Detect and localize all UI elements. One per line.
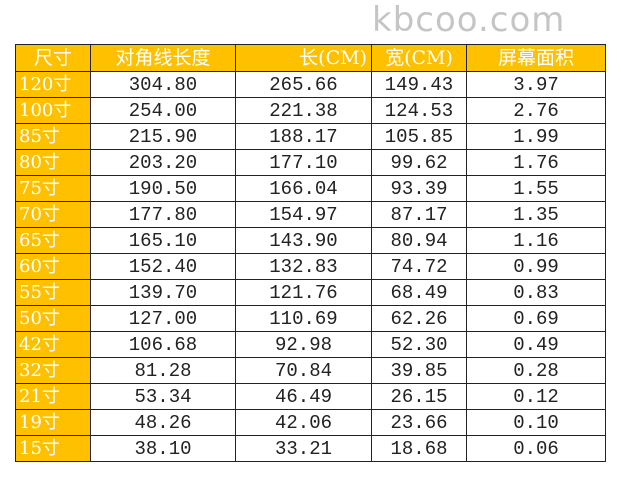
diagonal-cell: 203.20 [90,149,236,176]
size-cell: 65寸 [15,227,91,254]
header-width: 宽(CM) [371,44,467,72]
area-cell: 0.06 [466,435,606,462]
diagonal-cell: 127.00 [90,305,236,332]
diagonal-cell: 304.80 [90,71,236,98]
width-cell: 23.66 [371,409,467,436]
table-row: 120寸 304.80 265.66 149.43 3.97 [15,71,606,98]
area-cell: 1.16 [466,227,606,254]
length-cell: 166.04 [235,175,372,202]
area-cell: 1.35 [466,201,606,228]
table-row: 19寸 48.26 42.06 23.66 0.10 [15,409,606,436]
diagonal-cell: 165.10 [90,227,236,254]
width-cell: 52.30 [371,331,467,358]
table-row: 32寸 81.28 70.84 39.85 0.28 [15,357,606,384]
width-cell: 105.85 [371,123,467,150]
width-cell: 62.26 [371,305,467,332]
area-cell: 2.76 [466,97,606,124]
diagonal-cell: 53.34 [90,383,236,410]
area-cell: 3.97 [466,71,606,98]
table-body: 120寸 304.80 265.66 149.43 3.97 100寸 254.00 221.… [15,71,606,462]
size-cell: 50寸 [15,305,91,332]
diagonal-cell: 139.70 [90,279,236,306]
width-cell: 99.62 [371,149,467,176]
table-row: 42寸 106.68 92.98 52.30 0.49 [15,331,606,358]
length-cell: 110.69 [235,305,372,332]
table-row: 75寸 190.50 166.04 93.39 1.55 [15,175,606,202]
size-cell: 70寸 [15,201,91,228]
table-row: 55寸 139.70 121.76 68.49 0.83 [15,279,606,306]
header-size: 尺寸 [15,44,91,72]
length-cell: 154.97 [235,201,372,228]
width-cell: 80.94 [371,227,467,254]
width-cell: 18.68 [371,435,467,462]
table-row: 85寸 215.90 188.17 105.85 1.99 [15,123,606,150]
diagonal-cell: 190.50 [90,175,236,202]
area-cell: 0.12 [466,383,606,410]
area-cell: 1.76 [466,149,606,176]
length-cell: 70.84 [235,357,372,384]
header-diagonal: 对角线长度 [90,44,236,72]
table-row: 100寸 254.00 221.38 124.53 2.76 [15,97,606,124]
size-cell: 55寸 [15,279,91,306]
diagonal-cell: 215.90 [90,123,236,150]
width-cell: 124.53 [371,97,467,124]
length-cell: 143.90 [235,227,372,254]
tv-size-table: 尺寸 对角线长度 长(CM) 宽(CM) 屏幕面积 120寸 304.80 265.… [15,44,606,462]
size-cell: 19寸 [15,409,91,436]
watermark: kbcoo.com [372,0,566,40]
length-cell: 132.83 [235,253,372,280]
table-row: 65寸 165.10 143.90 80.94 1.16 [15,227,606,254]
size-cell: 32寸 [15,357,91,384]
header-length: 长(CM) [235,44,372,72]
diagonal-cell: 106.68 [90,331,236,358]
area-cell: 0.10 [466,409,606,436]
area-cell: 0.83 [466,279,606,306]
area-cell: 0.69 [466,305,606,332]
size-cell: 120寸 [15,71,91,98]
table-row: 21寸 53.34 46.49 26.15 0.12 [15,383,606,410]
length-cell: 92.98 [235,331,372,358]
size-cell: 100寸 [15,97,91,124]
area-cell: 0.99 [466,253,606,280]
width-cell: 93.39 [371,175,467,202]
size-cell: 21寸 [15,383,91,410]
area-cell: 1.99 [466,123,606,150]
table-row: 50寸 127.00 110.69 62.26 0.69 [15,305,606,332]
size-cell: 42寸 [15,331,91,358]
width-cell: 149.43 [371,71,467,98]
length-cell: 188.17 [235,123,372,150]
size-cell: 60寸 [15,253,91,280]
table-row: 70寸 177.80 154.97 87.17 1.35 [15,201,606,228]
width-cell: 74.72 [371,253,467,280]
length-cell: 46.49 [235,383,372,410]
width-cell: 68.49 [371,279,467,306]
size-cell: 80寸 [15,149,91,176]
diagonal-cell: 177.80 [90,201,236,228]
table-row: 80寸 203.20 177.10 99.62 1.76 [15,149,606,176]
area-cell: 0.49 [466,331,606,358]
header-area: 屏幕面积 [466,44,606,72]
size-cell: 15寸 [15,435,91,462]
diagonal-cell: 152.40 [90,253,236,280]
header-row: 尺寸 对角线长度 长(CM) 宽(CM) 屏幕面积 [15,44,606,72]
length-cell: 42.06 [235,409,372,436]
width-cell: 26.15 [371,383,467,410]
area-cell: 0.28 [466,357,606,384]
table-row: 60寸 152.40 132.83 74.72 0.99 [15,253,606,280]
area-cell: 1.55 [466,175,606,202]
size-cell: 75寸 [15,175,91,202]
table-row: 15寸 38.10 33.21 18.68 0.06 [15,435,606,462]
width-cell: 39.85 [371,357,467,384]
diagonal-cell: 38.10 [90,435,236,462]
width-cell: 87.17 [371,201,467,228]
length-cell: 177.10 [235,149,372,176]
length-cell: 221.38 [235,97,372,124]
length-cell: 121.76 [235,279,372,306]
diagonal-cell: 81.28 [90,357,236,384]
size-cell: 85寸 [15,123,91,150]
diagonal-cell: 48.26 [90,409,236,436]
length-cell: 33.21 [235,435,372,462]
length-cell: 265.66 [235,71,372,98]
diagonal-cell: 254.00 [90,97,236,124]
